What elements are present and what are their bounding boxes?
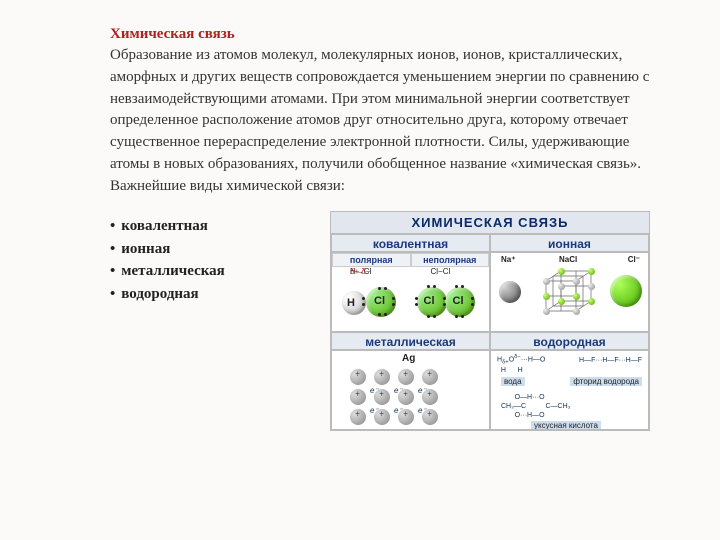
water-label: вода [501, 377, 525, 386]
lower-section: ковалентная ионная металлическая водород… [110, 211, 650, 431]
cell-header-hydrogen: водородная [490, 332, 649, 350]
hf-label: фторид водорода [570, 377, 642, 386]
slide: Химическая связь Образование из атомов м… [0, 0, 720, 451]
water-cluster: Hδ+Oδ−···H—O H H [497, 353, 545, 375]
polar-label: полярная [332, 253, 411, 267]
na-label: Na⁺ [501, 255, 515, 264]
electron: e⁻ [418, 406, 427, 415]
diagram-grid: ковалентная ионная полярная неполярная H… [331, 234, 649, 430]
cl-label: Cl⁻ [628, 255, 640, 264]
nacl-label: NaCl [559, 255, 577, 264]
formula: Cl−Cl [431, 267, 451, 276]
electron: e⁻ [418, 386, 427, 395]
bond-list: ковалентная ионная металлическая водород… [110, 211, 225, 431]
delta: δ+ δ− [350, 267, 370, 276]
nonpolar-label: неполярная [411, 253, 490, 267]
bond-item: водородная [110, 283, 225, 306]
electron: e⁻ [394, 406, 403, 415]
nonpolar-pane: Cl−Cl Cl Cl [411, 267, 490, 332]
ionic-cube [541, 266, 596, 321]
cell-header-metallic: металлическая [331, 332, 490, 350]
ag-label: Ag [402, 353, 415, 364]
bond-item: ионная [110, 238, 225, 261]
acid-dimer: O—H···O CH₃—C C—CH₃ O···H—O [501, 393, 570, 420]
ionic-cell: Na⁺ NaCl Cl⁻ [490, 252, 649, 332]
bond-item: ковалентная [110, 215, 225, 238]
cell-header-covalent: ковалентная [331, 234, 490, 252]
metal-grid [350, 369, 442, 427]
na-ion [499, 281, 521, 303]
paragraph: Образование из атомов молекул, молекуляр… [110, 45, 650, 197]
title: Химическая связь [110, 26, 650, 43]
cl-ion [610, 275, 642, 307]
metallic-cell: Ag e⁻ e⁻ e⁻ e⁻ e⁻ e⁻ [331, 350, 490, 430]
polar-pane: H→Cl δ+ δ− H Cl [332, 267, 411, 332]
bond-item: металлическая [110, 260, 225, 283]
electron: e⁻ [370, 386, 379, 395]
hf-chain: H—F···H—F···H—F [579, 357, 642, 364]
diagram-header: ХИМИЧЕСКАЯ СВЯЗЬ [331, 212, 649, 234]
electron: e⁻ [370, 406, 379, 415]
covalent-cell: полярная неполярная H→Cl δ+ δ− H Cl [331, 252, 490, 332]
acid-label: уксусная кислота [531, 421, 601, 430]
electron: e⁻ [394, 386, 403, 395]
hydrogen-cell: Hδ+Oδ−···H—O H H H—F···H—F···H—F вода фт… [490, 350, 649, 430]
cell-header-ionic: ионная [490, 234, 649, 252]
bond-diagram: ХИМИЧЕСКАЯ СВЯЗЬ ковалентная ионная поля… [330, 211, 650, 431]
